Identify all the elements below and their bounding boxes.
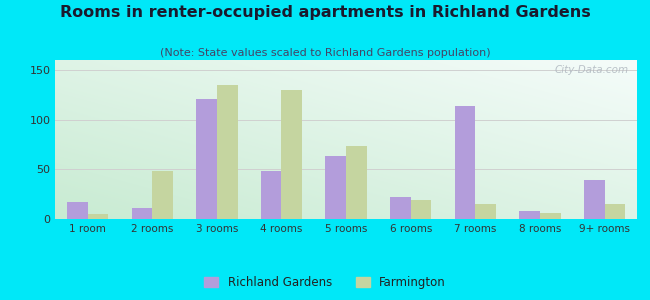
Bar: [475, 204, 496, 219]
Bar: [88, 214, 109, 219]
Bar: [196, 99, 217, 219]
Bar: [390, 197, 411, 219]
Bar: [346, 146, 367, 219]
Bar: [217, 85, 237, 219]
Bar: [584, 180, 605, 219]
Bar: [326, 156, 346, 219]
Bar: [152, 171, 173, 219]
Bar: [455, 106, 475, 219]
Bar: [131, 208, 152, 219]
Text: (Note: State values scaled to Richland Gardens population): (Note: State values scaled to Richland G…: [160, 48, 490, 58]
Legend: Richland Gardens, Farmington: Richland Gardens, Farmington: [200, 272, 450, 294]
Bar: [604, 204, 625, 219]
Bar: [519, 211, 540, 219]
Bar: [67, 202, 88, 219]
Bar: [540, 213, 561, 219]
Bar: [411, 200, 432, 219]
Bar: [261, 171, 281, 219]
Text: Rooms in renter-occupied apartments in Richland Gardens: Rooms in renter-occupied apartments in R…: [60, 4, 590, 20]
Text: City-Data.com: City-Data.com: [554, 65, 629, 75]
Bar: [281, 90, 302, 219]
